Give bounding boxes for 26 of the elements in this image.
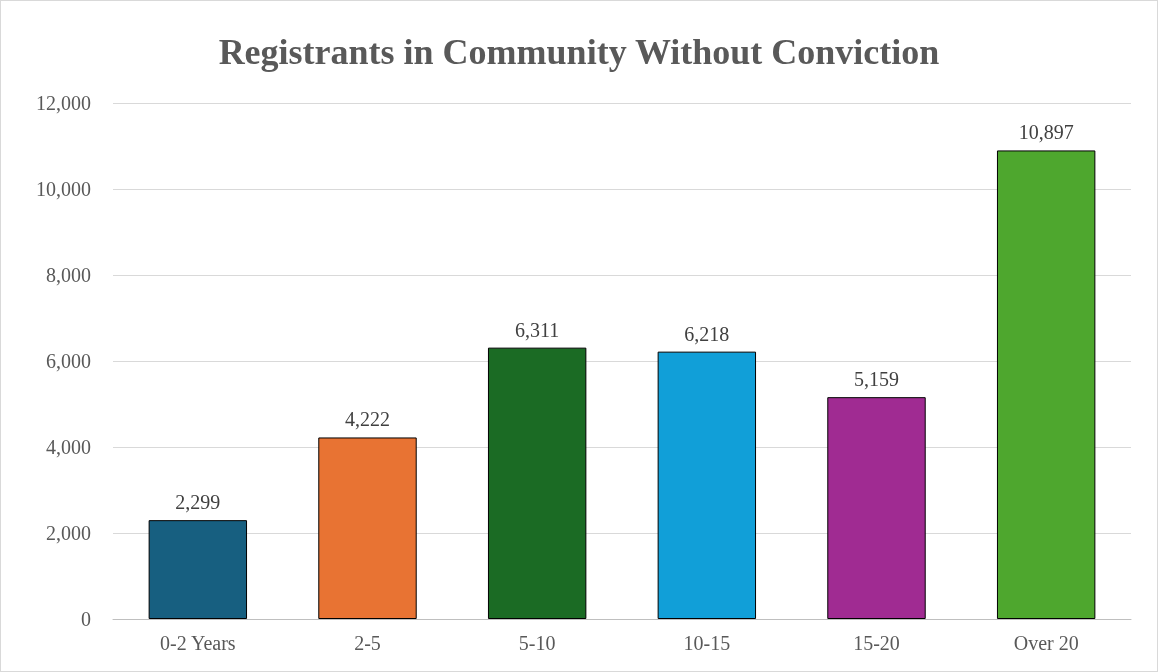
y-tick-label: 10,000 [36, 178, 91, 200]
y-tick-label: 0 [81, 608, 91, 630]
data-label: 6,311 [515, 318, 560, 341]
data-label: 2,299 [175, 491, 221, 514]
data-label: 6,218 [684, 322, 730, 345]
data-label: 5,159 [854, 368, 899, 391]
bar [996, 150, 1096, 619]
chart-title: Registrants in Community Without Conviction [218, 32, 940, 72]
data-label: 10,897 [1018, 121, 1074, 144]
bar [318, 437, 417, 619]
x-tick-label: 15-20 [853, 632, 900, 654]
x-tick-label: 0-2 Years [160, 632, 236, 654]
y-tick-label: 6,000 [46, 350, 91, 372]
y-tick-label: 4,000 [46, 436, 91, 458]
y-tick-label: 2,000 [46, 522, 91, 544]
bar [148, 520, 248, 619]
y-tick-label: 8,000 [46, 264, 91, 286]
bar [487, 347, 587, 619]
x-tick-label: Over 20 [1013, 632, 1079, 654]
bar [657, 351, 757, 619]
x-tick-label: 10-15 [683, 632, 731, 654]
y-tick-label: 12,000 [36, 92, 91, 114]
x-tick-label: 2-5 [354, 632, 381, 654]
x-tick-label: 5-10 [518, 632, 556, 654]
data-label: 4,222 [345, 408, 390, 431]
bar [827, 397, 926, 619]
